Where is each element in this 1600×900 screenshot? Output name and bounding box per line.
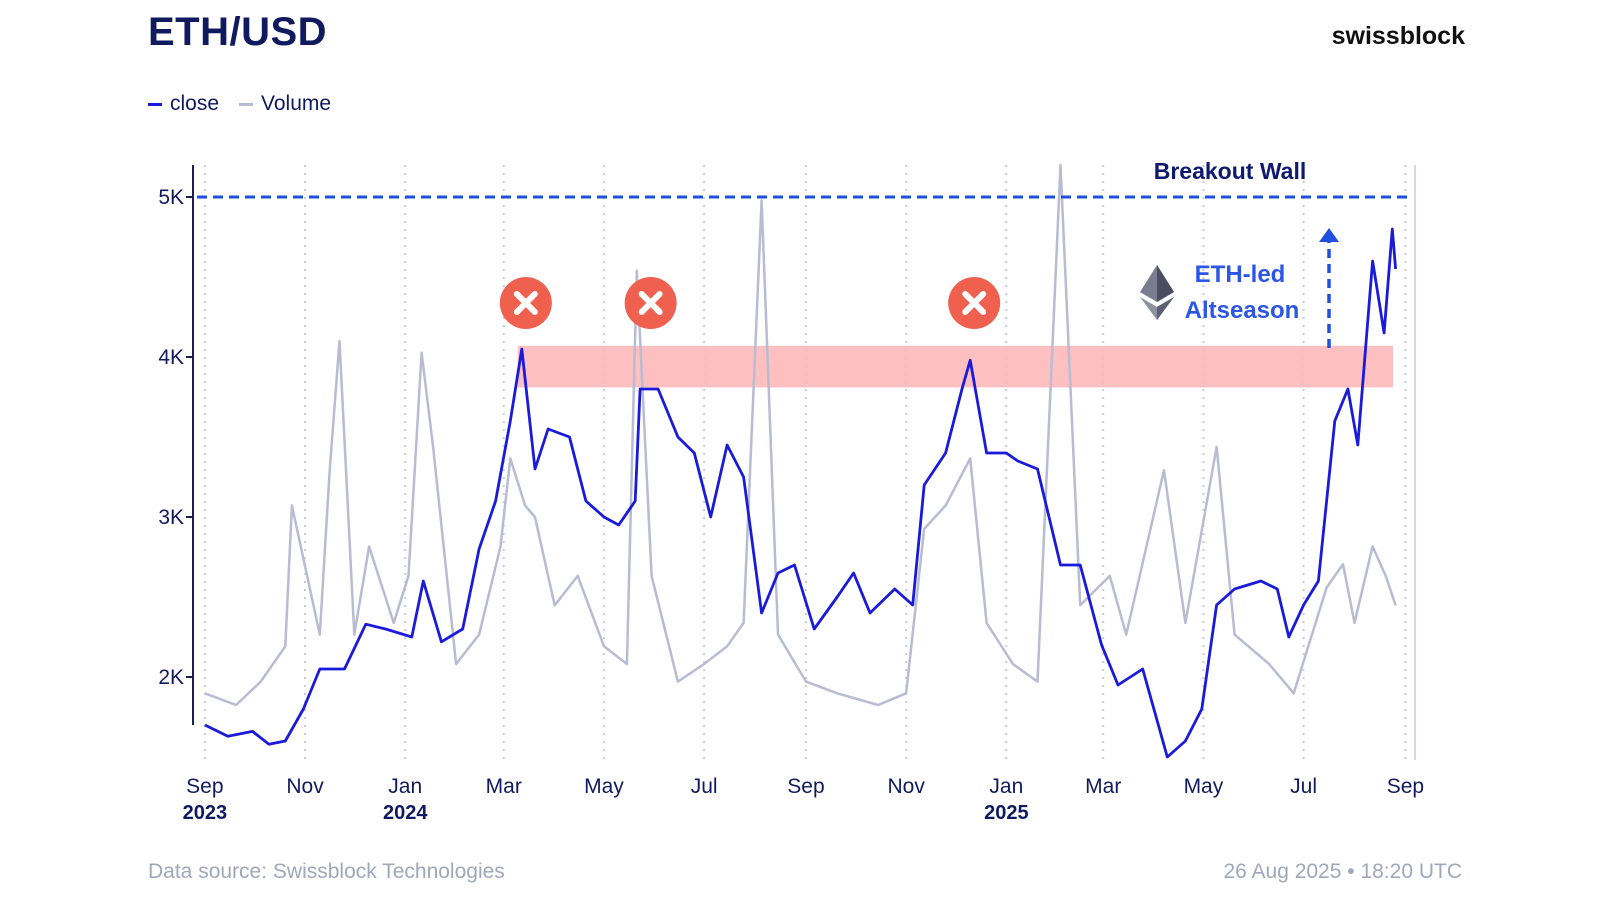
altseason-label-line1: ETH-led xyxy=(1195,261,1286,288)
x-tick-label: Jul xyxy=(691,775,718,798)
y-tick-label: 4K xyxy=(158,346,184,369)
close-x-icon xyxy=(638,291,663,315)
rejection-marker xyxy=(499,277,552,329)
x-tick-label: Nov xyxy=(286,775,324,798)
close-x-icon xyxy=(513,291,538,315)
resistance-zone xyxy=(517,345,1393,388)
x-tick-label: Nov xyxy=(887,775,925,798)
rejection-marker xyxy=(948,277,1001,329)
resistance-zone-layer xyxy=(517,345,1393,388)
y-tick-label: 2K xyxy=(158,666,184,689)
x-year-label: 2025 xyxy=(984,802,1029,824)
brand-logo: swissblock xyxy=(1331,22,1465,50)
data-source-note: Data source: Swissblock Technologies xyxy=(148,860,505,883)
x-tick-label: Sep xyxy=(1387,775,1424,798)
chart-title: ETH/USD xyxy=(148,10,328,54)
x-tick-label: Jul xyxy=(1290,775,1317,798)
x-tick-label: Sep xyxy=(186,775,223,798)
chart-legend: close Volume xyxy=(148,92,331,116)
x-tick-label: Mar xyxy=(486,775,522,798)
legend-label-volume: Volume xyxy=(261,92,332,115)
x-tick-label: Jan xyxy=(388,775,422,798)
x-year-label: 2024 xyxy=(383,802,428,824)
x-tick-label: Sep xyxy=(787,775,824,798)
timestamp: 26 Aug 2025 • 18:20 UTC xyxy=(1223,860,1462,883)
close-line xyxy=(204,227,1397,759)
ethereum-icon xyxy=(1140,265,1174,320)
x-tick-label: Jan xyxy=(989,775,1023,798)
legend-swatch-close xyxy=(148,102,162,106)
gridlines xyxy=(203,165,1407,760)
volume-line xyxy=(204,163,1397,707)
close-x-icon xyxy=(962,291,987,315)
rejection-marker xyxy=(624,277,677,329)
x-tick-label: May xyxy=(584,775,624,798)
altseason-label-line2: Altseason xyxy=(1185,297,1300,324)
legend-label-close: close xyxy=(170,92,220,115)
close-series-layer xyxy=(204,227,1397,759)
x-tick-label: Mar xyxy=(1085,775,1121,798)
legend-item-volume: Volume xyxy=(239,92,331,116)
legend-swatch-volume xyxy=(239,102,254,106)
axes: 2K 3K 4K 5K Sep 2023 Nov Jan 2024 Mar May Jul Sep Nov… xyxy=(158,165,1424,824)
y-tick-label: 3K xyxy=(158,506,184,529)
arrow-up-icon xyxy=(1319,228,1339,242)
volume-series-layer xyxy=(204,163,1397,707)
x-tick-label: May xyxy=(1184,775,1224,798)
y-tick-label: 5K xyxy=(158,186,184,209)
x-year-label: 2023 xyxy=(183,802,228,824)
annotations: Breakout Wall ETH-led Altseason xyxy=(197,158,1412,348)
breakout-wall-label: Breakout Wall xyxy=(1154,158,1307,184)
legend-item-close: close xyxy=(148,92,219,116)
